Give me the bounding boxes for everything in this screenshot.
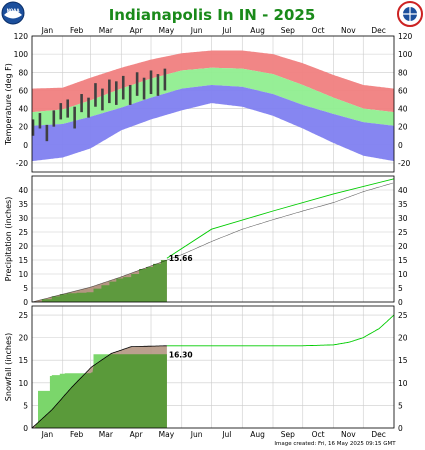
- normal-precip-line: [31, 182, 394, 303]
- y-tick-label-right: 30: [398, 214, 408, 223]
- month-label-bottom: Mar: [99, 430, 114, 439]
- y-tick-label-left: 40: [18, 186, 28, 195]
- observed-precip-fill: [32, 258, 167, 302]
- y-tick-label-right: -20: [398, 159, 410, 168]
- month-label-top: Nov: [341, 26, 356, 35]
- y-tick-label-right: 120: [398, 32, 413, 41]
- snowfall-panel: 16.30 0 0 5 5 10 10 15 15 20 20 25 25 Snowfall (inche…: [4, 305, 408, 439]
- month-label-bottom: Feb: [70, 430, 84, 439]
- normal-snow-line: [31, 345, 167, 429]
- y-tick-label-left: 0: [23, 298, 28, 307]
- plot-border: [31, 35, 395, 173]
- y-tick-label-right: 60: [398, 86, 408, 95]
- precip-total-label: 15.66: [169, 254, 193, 263]
- y-tick-label-right: 10: [398, 270, 408, 279]
- month-label-top: Dec: [371, 26, 386, 35]
- y-tick-label-right: 0: [398, 424, 403, 433]
- month-label-top: Sep: [281, 26, 295, 35]
- y-tick-label-right: 25: [398, 228, 408, 237]
- y-tick-label-right: 15: [398, 256, 408, 265]
- y-tick-label-left: 60: [18, 86, 28, 95]
- y-tick-label-left: 15: [18, 356, 28, 365]
- y-tick-label-right: 0: [398, 298, 403, 307]
- noaa-logo: NOAA: [1, 1, 25, 25]
- y-tick-label-right: 20: [398, 123, 408, 132]
- month-label-bottom: Jan: [41, 430, 54, 439]
- y-tick-label-right: 20: [398, 334, 408, 343]
- month-label-top: Jul: [221, 26, 231, 35]
- month-label-bottom: Jul: [221, 430, 231, 439]
- month-label-top: Jun: [190, 26, 203, 35]
- y-tick-label-left: 10: [18, 379, 28, 388]
- month-label-top: Mar: [99, 26, 114, 35]
- record-low-band: [32, 85, 394, 162]
- month-label-top: Feb: [70, 26, 84, 35]
- chart-title: Indianapolis In IN - 2025: [109, 6, 316, 24]
- y-tick-label-left: 15: [18, 256, 28, 265]
- overlap-snow-fill: [32, 354, 167, 428]
- noaa-logo-text: NOAA: [7, 8, 21, 13]
- y-tick-label-left: 0: [23, 141, 28, 150]
- y-tick-label-right: 40: [398, 186, 408, 195]
- y-tick-label-left: 25: [18, 228, 28, 237]
- month-label-bottom: Sep: [281, 430, 295, 439]
- month-label-top: Apr: [130, 26, 144, 35]
- y-tick-label-right: 80: [398, 68, 408, 77]
- month-label-bottom: Nov: [341, 430, 356, 439]
- nws-logo: [397, 1, 423, 27]
- month-label-top: May: [159, 26, 175, 35]
- y-tick-label-right: 5: [398, 284, 403, 293]
- y-tick-label-right: 100: [398, 50, 413, 59]
- y-tick-label-left: 10: [18, 270, 28, 279]
- month-label-bottom: Oct: [312, 430, 325, 439]
- y-tick-label-left: 20: [18, 334, 28, 343]
- snow-total-label: 16.30: [169, 350, 193, 359]
- plot-border: [31, 175, 395, 303]
- y-tick-label-right: 20: [398, 242, 408, 251]
- month-label-bottom: May: [159, 430, 175, 439]
- y-tick-label-left: 80: [18, 68, 28, 77]
- y-tick-label-left: 20: [18, 123, 28, 132]
- month-label-top: Jan: [41, 26, 54, 35]
- y-tick-label-left: 20: [18, 242, 28, 251]
- y-axis-label: Temperature (deg F): [4, 63, 13, 146]
- normal-range-band: [32, 67, 394, 126]
- y-tick-label-right: 35: [398, 200, 408, 209]
- month-label-top: Aug: [250, 26, 265, 35]
- y-axis-label: Snowfall (inches): [4, 333, 13, 401]
- temperature-panel: -20 -20 0 0 20 20 40 40 60 60 80 80 100 100 120 120 Temp…: [4, 26, 413, 173]
- precipitation-panel: 15.66 0 0 5 5 10 10 15 15 20 20 25 25 30 30 35 35 40 40 Pre…: [4, 175, 408, 307]
- image-created-footer: Image created: Fri, 16 May 2025 09:15 GM…: [274, 441, 396, 447]
- y-tick-label-left: 5: [23, 284, 28, 293]
- projected-snow-line: [166, 314, 395, 347]
- month-label-bottom: Jun: [190, 430, 203, 439]
- y-tick-label-right: 25: [398, 311, 408, 320]
- y-tick-label-right: 5: [398, 401, 403, 410]
- y-tick-label-right: 40: [398, 105, 408, 114]
- y-tick-label-right: 15: [398, 356, 408, 365]
- month-label-bottom: Apr: [130, 430, 144, 439]
- month-label-bottom: Dec: [371, 430, 386, 439]
- y-axis-label: Precipitation (inches): [4, 197, 13, 282]
- y-tick-label-left: 30: [18, 214, 28, 223]
- y-tick-label-left: 5: [23, 401, 28, 410]
- month-label-top: Oct: [312, 26, 325, 35]
- y-tick-label-left: 40: [18, 105, 28, 114]
- y-tick-label-right: 0: [398, 141, 403, 150]
- month-label-bottom: Aug: [250, 430, 265, 439]
- y-tick-label-left: 120: [14, 32, 29, 41]
- y-tick-label-left: 35: [18, 200, 28, 209]
- y-tick-label-left: 100: [14, 50, 29, 59]
- record-high-band: [32, 50, 394, 113]
- y-tick-label-right: 10: [398, 379, 408, 388]
- y-tick-label-left: 25: [18, 311, 28, 320]
- plot-area: [32, 176, 394, 302]
- plot-border: [31, 305, 395, 429]
- projected-precip-line: [166, 178, 395, 259]
- y-tick-label-left: -20: [16, 159, 28, 168]
- y-tick-label-left: 0: [23, 424, 28, 433]
